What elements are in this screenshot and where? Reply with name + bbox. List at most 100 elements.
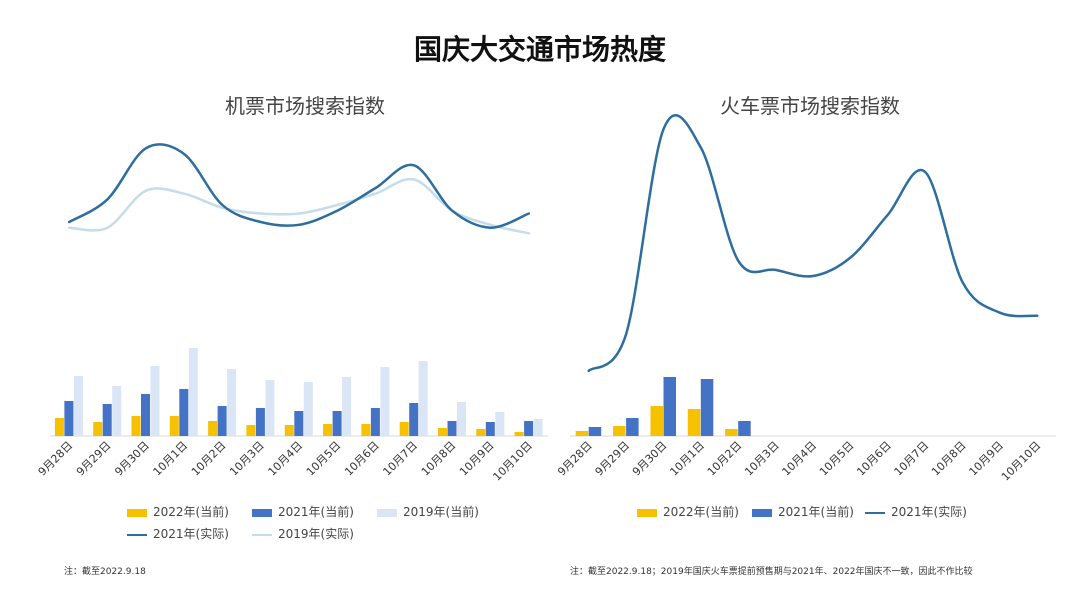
air-bar [495, 412, 505, 436]
legend-label: 2021年(实际) [891, 505, 967, 519]
air-bar [380, 367, 390, 436]
air-bar [303, 382, 313, 436]
legend-label: 2022年(当前) [663, 505, 739, 519]
air-bar [332, 411, 342, 436]
air-tick-label: 10月3日 [227, 439, 267, 479]
rail-tick-label: 10月7日 [892, 439, 932, 479]
air-footnote: 注：截至2022.9.18 [64, 567, 146, 577]
legend-label: 2021年(实际) [153, 527, 229, 541]
air-bar [255, 408, 265, 436]
air-bar [447, 421, 457, 436]
rail-bar [650, 406, 663, 436]
air-bar [54, 418, 64, 436]
rail-legend-2021-actual: 2021年(实际) [865, 503, 967, 520]
air-bar [399, 422, 409, 436]
legend-swatch-2021 [752, 508, 772, 517]
air-tick-label: 10月5日 [304, 439, 344, 479]
air-bar [102, 404, 112, 436]
rail-tick-label: 10月1日 [667, 439, 707, 479]
rail-bar [588, 427, 602, 436]
rail-bar [687, 409, 701, 436]
rail-tick-label: 9月30日 [630, 439, 670, 479]
air-tick-label: 10月8日 [419, 439, 459, 479]
air-bar [73, 376, 83, 436]
air-bar [524, 421, 534, 436]
air-tick-label: 9月29日 [74, 439, 114, 479]
air-legend-2019: 2019年(当前) [377, 503, 479, 520]
air-tick-label: 10月6日 [342, 439, 382, 479]
air-bar [131, 416, 141, 436]
air-bar [485, 422, 495, 436]
rail-bar [613, 426, 626, 436]
air-bar [64, 401, 74, 436]
rail-tick-label: 10月10日 [999, 439, 1044, 484]
air-legend-2022: 2022年(当前) [127, 503, 229, 520]
air-bar [294, 411, 304, 436]
air-bar [208, 421, 218, 436]
air-tick-label: 10月10日 [490, 439, 535, 484]
legend-swatch-2022 [637, 508, 657, 517]
legend-swatch-2022 [127, 508, 147, 517]
legend-swatch-line-2021 [865, 511, 885, 514]
rail-tick-label: 10月3日 [742, 439, 782, 479]
legend-label: 2019年(当前) [403, 505, 479, 519]
legend-label: 2019年(实际) [278, 527, 354, 541]
air-bar [179, 389, 189, 436]
air-bar [418, 361, 428, 436]
air-bar [265, 380, 275, 436]
air-bar [457, 402, 466, 436]
rail-line-0 [587, 114, 1039, 373]
air-tick-label: 9月30日 [112, 439, 152, 479]
air-tick-label: 10月2日 [189, 439, 229, 479]
air-bar [227, 369, 237, 436]
air-bar [514, 432, 524, 436]
air-bar [112, 386, 122, 436]
rail-bar [626, 418, 639, 436]
air-legend-2021-actual: 2021年(实际) [127, 525, 229, 542]
air-legend-2021: 2021年(当前) [252, 503, 354, 520]
air-bar [150, 366, 160, 436]
legend-swatch-line-2021 [127, 533, 147, 536]
rail-bar [575, 431, 589, 436]
air-line-0 [67, 143, 531, 229]
rail-tick-label: 10月4日 [780, 439, 820, 479]
rail-legend-2022: 2022年(当前) [637, 503, 739, 520]
legend-swatch-2021 [252, 508, 272, 517]
rail-tick-label: 10月8日 [929, 439, 969, 479]
air-bar [188, 348, 198, 436]
air-bar [409, 403, 419, 436]
air-tick-label: 10月4日 [266, 439, 306, 479]
air-bar [93, 422, 103, 436]
legend-swatch-2019 [377, 508, 397, 517]
air-bar [323, 424, 333, 436]
air-bar [476, 429, 486, 436]
air-bar [342, 377, 352, 436]
rail-bar [663, 377, 676, 436]
legend-label: 2022年(当前) [153, 505, 229, 519]
air-bar [361, 424, 371, 436]
air-tick-label: 10月7日 [380, 439, 420, 479]
legend-swatch-line-2019 [252, 533, 272, 536]
rail-tick-label: 9月28日 [555, 439, 595, 479]
rail-bar [725, 429, 738, 436]
rail-chart-title: 火车票市场搜索指数 [720, 94, 900, 118]
air-bar [533, 419, 543, 436]
legend-label: 2021年(当前) [778, 505, 854, 519]
air-bar [169, 416, 179, 436]
rail-footnote: 注：截至2022.9.18；2019年国庆火车票提前预售期与2021年、2022… [570, 567, 973, 577]
air-bar [141, 394, 150, 436]
air-tick-label: 10月9日 [457, 439, 497, 479]
air-bar [246, 425, 256, 436]
legend-label: 2021年(当前) [278, 505, 354, 519]
rail-tick-label: 10月2日 [705, 439, 745, 479]
air-bar [370, 408, 380, 436]
rail-legend-2021: 2021年(当前) [752, 503, 854, 520]
page-title: 国庆大交通市场热度 [413, 33, 666, 66]
air-bar [438, 428, 447, 436]
air-chart-title: 机票市场搜索指数 [225, 94, 385, 118]
air-tick-label: 9月28日 [36, 439, 76, 479]
rail-bar [700, 379, 714, 436]
rail-tick-label: 10月6日 [854, 439, 894, 479]
rail-bar [738, 421, 751, 436]
